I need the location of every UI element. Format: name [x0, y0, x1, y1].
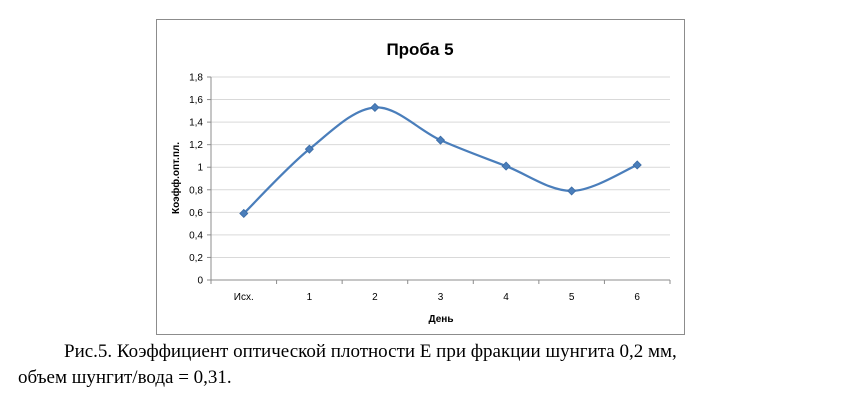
data-point-marker — [370, 102, 380, 113]
data-point-marker — [567, 186, 577, 196]
x-axis-label: День — [429, 314, 454, 325]
y-tick-label: 1 — [197, 163, 203, 174]
x-tick-label: 4 — [503, 292, 509, 303]
chart-frame: Проба 5 0 0,2 0,4 0,6 0,8 1 1,2 1,4 1,6 1,8 Исх. 1… — [156, 19, 685, 335]
figure-caption: Рис.5. Коэффициент оптической плотности … — [18, 339, 848, 391]
data-point-marker — [501, 161, 511, 171]
y-tick-label: 1,2 — [189, 140, 203, 151]
line-chart: Проба 5 0 0,2 0,4 0,6 0,8 1 1,2 1,4 1,6 1,8 Исх. 1… — [170, 40, 671, 325]
y-tick-label: 1,8 — [189, 73, 203, 84]
y-tick-label: 0,2 — [189, 253, 203, 264]
x-axis-ticks: Исх. 1 2 3 4 5 6 — [210, 280, 671, 303]
y-tick-label: 1,6 — [189, 95, 203, 106]
caption-line-1: Рис.5. Коэффициент оптической плотности … — [64, 341, 677, 362]
y-tick-label: 0,8 — [189, 185, 203, 196]
series-1 — [239, 102, 642, 219]
x-tick-label: 3 — [438, 292, 444, 303]
y-tick-label: 0,4 — [189, 230, 203, 241]
data-point-marker — [304, 144, 314, 154]
data-point-marker — [239, 208, 249, 219]
y-axis-ticks: 0 0,2 0,4 0,6 0,8 1 1,2 1,4 1,6 1,8 — [189, 73, 203, 287]
x-tick-label: 1 — [307, 292, 313, 303]
caption-line-2: объем шунгит/вода = 0,31. — [18, 367, 232, 388]
data-point-marker — [435, 135, 446, 145]
y-axis-label: Коэфф.опт.пл. — [170, 142, 182, 214]
y-tick-label: 0,6 — [189, 208, 203, 219]
y-tick-label: 0 — [197, 276, 203, 287]
x-tick-label: 6 — [634, 292, 640, 303]
x-tick-label: 5 — [569, 292, 575, 303]
x-tick-label: 2 — [372, 292, 378, 303]
x-tick-label: Исх. — [234, 292, 254, 303]
y-tick-label: 1,4 — [189, 118, 203, 129]
chart-title: Проба 5 — [386, 40, 453, 59]
series-line — [242, 106, 638, 215]
data-point-marker — [632, 160, 642, 170]
